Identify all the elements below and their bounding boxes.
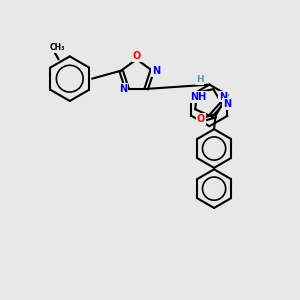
Text: O: O — [196, 114, 205, 124]
Text: O: O — [133, 51, 141, 62]
Text: N: N — [152, 66, 160, 76]
Text: CH₃: CH₃ — [50, 44, 66, 52]
Text: NH: NH — [190, 92, 207, 102]
Text: N: N — [119, 84, 128, 94]
Text: H: H — [196, 75, 203, 84]
Text: N: N — [223, 99, 231, 109]
Text: N: N — [219, 92, 227, 101]
